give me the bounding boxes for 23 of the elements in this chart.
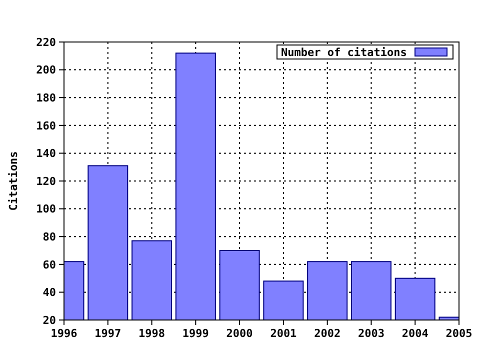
y-tick-label: 180 [36,91,56,104]
y-tick-label: 60 [42,258,56,272]
x-tick-label: 1997 [94,327,122,340]
x-tick-label: 1998 [138,327,166,340]
x-tick-label: 2005 [446,327,472,340]
y-tick-label: 160 [36,119,56,132]
y-tick-label: 140 [36,147,56,160]
y-tick-label: 20 [42,314,56,327]
x-tick-label: 2004 [402,327,429,340]
x-tick-label: 2000 [226,327,253,340]
y-tick-label: 40 [42,286,56,300]
y-tick-label: 120 [36,174,56,188]
x-tick-label: 2001 [270,327,298,340]
x-tick-label: 1996 [50,327,78,340]
y-tick-label: 80 [42,230,56,244]
x-tick-label: 2002 [314,327,341,340]
y-tick-label: 100 [36,202,56,216]
y-tick-label: 220 [36,36,56,49]
x-tick-label: 2003 [358,327,384,340]
x-tick-label: 1999 [182,327,209,340]
legend-label: Number of citations [281,46,407,59]
y-axis-title: Citations [7,151,20,211]
y-tick-label: 200 [36,64,56,77]
